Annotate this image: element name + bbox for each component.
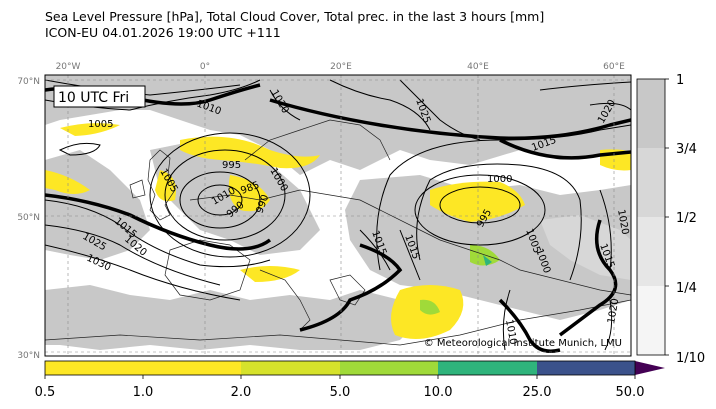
latitude-labels: 70°N 50°N 30°N <box>17 77 40 361</box>
map-layers: 1010 1005 1020 1025 1015 1020 995 1000 9… <box>45 75 631 356</box>
valid-time-box: 10 UTC Fri <box>53 85 146 108</box>
credit-text: © Meteorological Institute Munich, LMU <box>424 338 622 349</box>
precip-tick-label: 50.0 <box>616 385 645 400</box>
precip-bin <box>537 361 635 375</box>
isobar-label: 1010 <box>503 319 518 346</box>
valid-time-label: 10 UTC Fri <box>58 90 129 106</box>
precipitation-colorbar: 0.5 1.0 2.0 5.0 10.0 25.0 50.0 <box>35 360 665 400</box>
lon-label: 20°W <box>56 62 81 72</box>
precip-tick-label: 2.0 <box>231 385 252 400</box>
isobar-label: 1020 <box>615 209 630 236</box>
title-line-2: ICON-EU 04.01.2026 19:00 UTC +111 <box>45 25 281 40</box>
cloud-tick-label: 1/10 <box>676 351 705 366</box>
cloud-cover-layer <box>45 75 631 350</box>
precip-tick-label: 1.0 <box>133 385 154 400</box>
isobar-label: 995 <box>222 160 241 171</box>
lon-label: 20°E <box>330 62 352 72</box>
precip-bin <box>143 361 241 375</box>
graticule <box>45 75 631 356</box>
cloud-bin <box>637 79 665 148</box>
lat-label: 70°N <box>17 77 40 87</box>
precip-bin <box>340 361 438 375</box>
precip-tick-label: 25.0 <box>523 385 552 400</box>
precip-bin <box>241 361 340 375</box>
cloud-cover-colorbar: 1 3/4 1/2 1/4 1/10 <box>636 73 705 366</box>
cloud-tick-label: 3/4 <box>676 142 697 157</box>
precip-bin <box>438 361 537 375</box>
precip-tick-label: 0.5 <box>35 385 56 400</box>
cloud-bin <box>637 286 665 355</box>
title-line-1: Sea Level Pressure [hPa], Total Cloud Co… <box>45 9 545 24</box>
lon-label: 60°E <box>603 62 625 72</box>
lat-label: 50°N <box>17 213 40 223</box>
lon-label: 40°E <box>467 62 489 72</box>
map-title: Sea Level Pressure [hPa], Total Cloud Co… <box>45 9 544 41</box>
coastlines <box>45 119 631 346</box>
lat-label: 30°N <box>17 351 40 361</box>
precip-tick-label: 5.0 <box>330 385 351 400</box>
isobar-label: 1000 <box>487 174 512 185</box>
lon-label: 0° <box>200 62 210 72</box>
isobar-label: 1020 <box>606 298 621 325</box>
cloud-bin <box>637 148 665 217</box>
cloud-bin <box>637 217 665 286</box>
cloud-tick-label: 1/2 <box>676 211 697 226</box>
cloud-tick-label: 1 <box>676 73 684 88</box>
precip-extend-arrow <box>635 361 665 375</box>
cloud-tick-label: 1/4 <box>676 281 697 296</box>
precip-bin <box>45 361 143 375</box>
map-frame <box>44 74 632 357</box>
isobar-label: 1005 <box>88 119 113 130</box>
isobars-thick <box>45 83 631 353</box>
precip-tick-label: 10.0 <box>424 385 453 400</box>
longitude-labels: 20°W 0° 20°E 40°E 60°E <box>56 62 626 72</box>
